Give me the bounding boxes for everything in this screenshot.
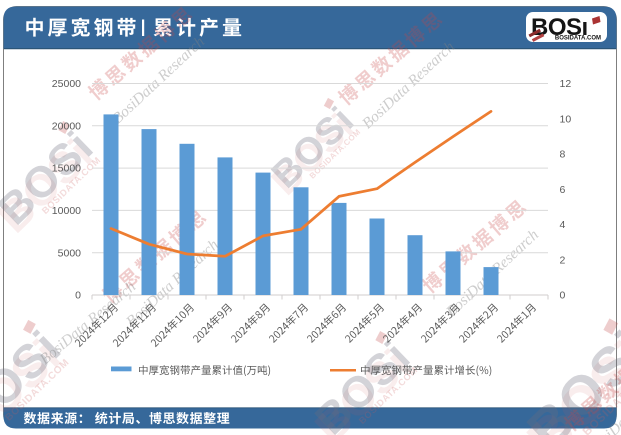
svg-text:12: 12 [560,78,572,90]
svg-text:25000: 25000 [52,78,81,90]
svg-text:BOSIDATA.COM: BOSIDATA.COM [555,36,601,42]
svg-text:0: 0 [560,290,566,302]
svg-text:6: 6 [560,184,566,196]
svg-text:20000: 20000 [52,120,81,132]
svg-text:10: 10 [560,113,572,125]
svg-text:5000: 5000 [58,247,82,259]
svg-text:0: 0 [75,290,81,302]
svg-text:2: 2 [560,254,566,266]
svg-text:4: 4 [560,219,566,231]
svg-text:10000: 10000 [52,205,81,217]
svg-text:15000: 15000 [52,163,81,175]
svg-text:8: 8 [560,149,566,161]
